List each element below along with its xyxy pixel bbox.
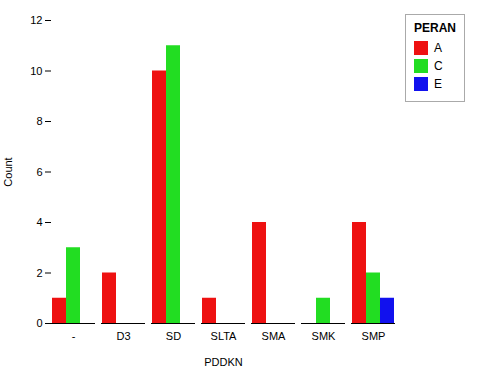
svg-text:2: 2 [36, 267, 42, 279]
svg-text:SLTA: SLTA [211, 330, 238, 342]
html-text:C: C [434, 59, 443, 73]
svg-text:Count: Count [2, 157, 14, 186]
svg-text:4: 4 [36, 216, 42, 228]
html-text:A: A [434, 41, 442, 55]
svg-text:SMA: SMA [262, 330, 287, 342]
svg-text:8: 8 [36, 115, 42, 127]
svg-text:SMK: SMK [312, 330, 337, 342]
svg-text:D3: D3 [116, 330, 130, 342]
svg-text:6: 6 [36, 166, 42, 178]
html-text:E: E [434, 77, 442, 91]
svg-text:SD: SD [166, 330, 181, 342]
html-text:PERAN: PERAN [414, 21, 456, 35]
svg-text:SMP: SMP [362, 330, 386, 342]
svg-text:-: - [72, 330, 76, 342]
svg-text:10: 10 [30, 65, 42, 77]
svg-text:12: 12 [30, 14, 42, 26]
svg-text:0: 0 [36, 317, 42, 329]
svg-text:PDDKN: PDDKN [204, 356, 243, 368]
